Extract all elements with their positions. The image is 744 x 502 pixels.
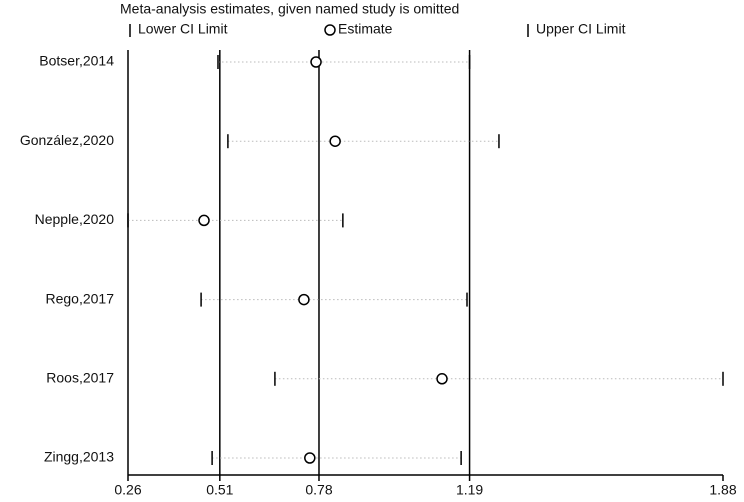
x-tick-label: 1.19 bbox=[456, 482, 483, 498]
legend-symbol bbox=[324, 24, 336, 36]
y-tick-label: Roos,2017 bbox=[46, 370, 114, 386]
legend-label: Lower CI Limit bbox=[138, 21, 228, 37]
x-tick-label: 0.51 bbox=[206, 482, 233, 498]
estimate bbox=[436, 373, 448, 385]
legend-label: Upper CI Limit bbox=[536, 21, 626, 37]
y-tick-label: González,2020 bbox=[20, 132, 114, 148]
y-tick-label: Botser,2014 bbox=[39, 53, 114, 69]
y-tick-label: Nepple,2020 bbox=[35, 211, 115, 227]
estimate bbox=[329, 135, 341, 147]
chart-title: Meta-analysis estimates, given named stu… bbox=[120, 1, 459, 17]
estimate bbox=[298, 293, 310, 306]
legend-label: Estimate bbox=[338, 21, 393, 37]
x-tick-label: 0.26 bbox=[114, 482, 141, 498]
x-tick-label: 1.88 bbox=[709, 482, 736, 498]
estimate bbox=[310, 56, 322, 68]
y-tick-label: Zingg,2013 bbox=[44, 449, 114, 465]
estimate bbox=[304, 452, 316, 464]
x-tick-label: 0.78 bbox=[305, 482, 332, 498]
y-tick-label: Rego,2017 bbox=[45, 290, 114, 306]
estimate bbox=[198, 214, 210, 227]
